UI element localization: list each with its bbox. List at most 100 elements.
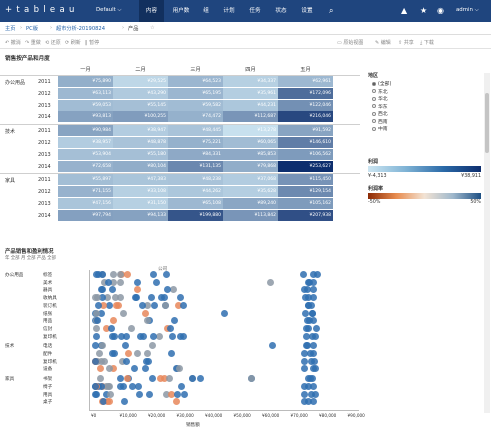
- dotplot-point[interactable]: [116, 271, 124, 278]
- region-option[interactable]: 中南: [372, 125, 388, 132]
- radio-icon[interactable]: [372, 119, 376, 123]
- dotplot-point[interactable]: [168, 332, 176, 340]
- dotplot-point[interactable]: [107, 324, 115, 332]
- dotplot-point[interactable]: [116, 382, 124, 390]
- dotplot-point[interactable]: [173, 390, 181, 398]
- heatmap-cell[interactable]: ¥89,240: [223, 198, 278, 209]
- dotplot-point[interactable]: [304, 382, 312, 390]
- dotplot-point[interactable]: [176, 365, 184, 373]
- dotplot-point[interactable]: [134, 350, 142, 357]
- nav-settings[interactable]: 设置: [301, 8, 313, 14]
- dotplot-point[interactable]: [181, 390, 189, 398]
- heatmap-cell[interactable]: ¥31,150: [113, 198, 168, 209]
- dotplot-point[interactable]: [99, 342, 107, 350]
- radio-icon[interactable]: [372, 104, 376, 108]
- dotplot-point[interactable]: [308, 375, 316, 383]
- dotplot-point[interactable]: [110, 317, 118, 325]
- heatmap-cell[interactable]: ¥172,096: [278, 87, 333, 99]
- favorite-star-icon[interactable]: ★: [420, 6, 428, 15]
- dotplot-point[interactable]: [176, 332, 184, 340]
- dotplot-point[interactable]: [308, 301, 316, 309]
- region-option[interactable]: 西南: [372, 118, 388, 125]
- dotplot-point[interactable]: [148, 375, 156, 383]
- dotplot-point[interactable]: [123, 271, 131, 278]
- dotplot-point[interactable]: [110, 278, 118, 286]
- help-icon[interactable]: ◉: [437, 6, 444, 15]
- heatmap-cell[interactable]: ¥75,890: [58, 76, 113, 87]
- dotplot-point[interactable]: [116, 278, 124, 286]
- dotplot-point[interactable]: [121, 342, 129, 350]
- heatmap-cell[interactable]: ¥35,961: [223, 87, 278, 99]
- dotplot-point[interactable]: [300, 286, 308, 294]
- dotplot-point[interactable]: [123, 357, 131, 365]
- dotplot-point[interactable]: [133, 278, 141, 286]
- dotplot-point[interactable]: [105, 278, 113, 286]
- heatmap-cell[interactable]: ¥55,180: [113, 148, 168, 160]
- dotplot-point[interactable]: [300, 398, 308, 406]
- dotplot-point[interactable]: [312, 390, 320, 398]
- heatmap-cell[interactable]: ¥94,133: [113, 209, 168, 221]
- dotplot-point[interactable]: [313, 324, 321, 332]
- dotplot-point[interactable]: [176, 294, 184, 302]
- dotplot-point[interactable]: [168, 390, 176, 398]
- dotplot-point[interactable]: [164, 286, 172, 294]
- undo-button[interactable]: ↶ 撤消: [5, 40, 21, 46]
- heatmap-cell[interactable]: ¥79,868: [223, 160, 278, 172]
- crumb-project[interactable]: PC版: [26, 26, 38, 32]
- heatmap-cell[interactable]: ¥90,984: [58, 125, 113, 137]
- tableau-logo[interactable]: + t a b l e a u: [5, 5, 76, 15]
- heatmap-cell[interactable]: ¥48,238: [168, 174, 223, 186]
- dotplot-point[interactable]: [310, 278, 318, 286]
- dotplot-point[interactable]: [305, 294, 313, 302]
- dotplot-point[interactable]: [248, 375, 256, 383]
- dotplot-point[interactable]: [301, 357, 309, 365]
- nav-tasks[interactable]: 任务: [249, 8, 261, 14]
- heatmap-cell[interactable]: ¥13,278: [223, 125, 278, 137]
- radio-icon[interactable]: [372, 111, 376, 116]
- dotplot-point[interactable]: [102, 324, 110, 332]
- heatmap-cell[interactable]: ¥44,231: [223, 99, 278, 111]
- dotplot-point[interactable]: [172, 398, 180, 406]
- dotplot-point[interactable]: [92, 332, 100, 340]
- custom-views-button[interactable]: ▭ 原始视图: [337, 40, 364, 46]
- dotplot-point[interactable]: [309, 271, 317, 278]
- dotplot-point[interactable]: [312, 332, 320, 340]
- dotplot-point[interactable]: [103, 294, 111, 302]
- heatmap-cell[interactable]: ¥146,610: [278, 137, 333, 148]
- dotplot-point[interactable]: [118, 357, 126, 365]
- heatmap-cell[interactable]: ¥43,290: [113, 87, 168, 99]
- heatmap-cell[interactable]: ¥129,154: [278, 186, 333, 198]
- dotplot-point[interactable]: [101, 357, 109, 365]
- dotplot-point[interactable]: [310, 286, 318, 294]
- dotplot-point[interactable]: [304, 398, 312, 406]
- dotplot-point[interactable]: [124, 350, 132, 357]
- dotplot-point[interactable]: [134, 382, 142, 390]
- heatmap-cell[interactable]: ¥74,472: [168, 111, 223, 123]
- dotplot-point[interactable]: [167, 324, 175, 332]
- radio-icon[interactable]: [372, 96, 376, 101]
- dotplot-point[interactable]: [178, 382, 186, 390]
- dotplot-point[interactable]: [156, 375, 164, 383]
- dotplot-point[interactable]: [110, 271, 118, 278]
- heatmap-cell[interactable]: ¥29,525: [113, 76, 168, 87]
- dotplot-point[interactable]: [107, 390, 115, 398]
- dotplot-point[interactable]: [92, 309, 100, 317]
- heatmap-cell[interactable]: ¥62,961: [278, 76, 333, 87]
- dotplot-point[interactable]: [110, 350, 118, 357]
- radio-icon[interactable]: [372, 89, 376, 93]
- dotplot-point[interactable]: [300, 390, 308, 398]
- dotplot-point[interactable]: [100, 278, 108, 286]
- heatmap-cell[interactable]: ¥48,445: [168, 125, 223, 137]
- dotplot-point[interactable]: [119, 309, 127, 317]
- dotplot-point[interactable]: [304, 286, 312, 294]
- dotplot-point[interactable]: [304, 342, 312, 350]
- dotplot-point[interactable]: [129, 382, 137, 390]
- favorite-star-icon[interactable]: ☆: [150, 25, 155, 31]
- dotplot-point[interactable]: [309, 382, 317, 390]
- dotplot-point[interactable]: [156, 332, 164, 340]
- dotplot-point[interactable]: [106, 301, 114, 309]
- heatmap-cell[interactable]: ¥38,957: [58, 137, 113, 148]
- heatmap-cell[interactable]: ¥38,947: [113, 125, 168, 137]
- user-menu[interactable]: admin ⌵: [456, 7, 479, 13]
- heatmap-cell[interactable]: ¥71,155: [58, 186, 113, 198]
